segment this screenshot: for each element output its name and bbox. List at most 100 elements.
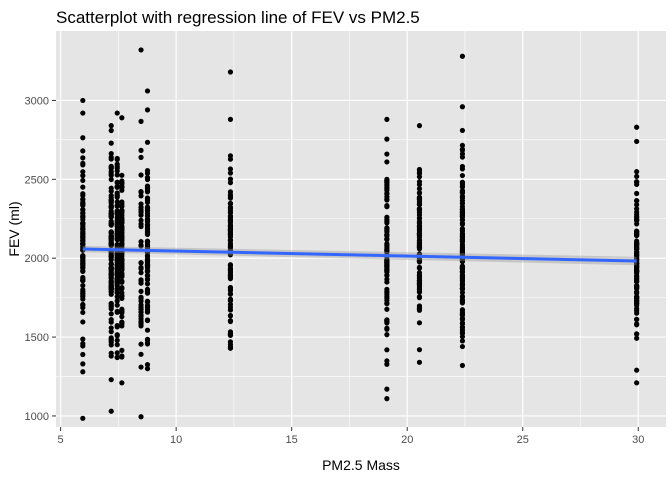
data-point (108, 266, 114, 272)
data-point (384, 258, 390, 264)
data-point (114, 172, 120, 178)
data-point (459, 297, 466, 303)
data-point (384, 202, 390, 209)
data-point (634, 367, 640, 373)
data-point (144, 289, 151, 296)
data-point (227, 266, 234, 272)
data-point (384, 332, 390, 338)
data-point (634, 335, 640, 341)
data-point (114, 179, 120, 185)
data-point (634, 179, 640, 185)
data-point (459, 329, 466, 336)
data-point (138, 243, 144, 249)
data-point (80, 160, 86, 166)
data-point (114, 302, 120, 308)
data-point (384, 197, 390, 203)
data-point (119, 319, 125, 326)
data-point (416, 196, 423, 203)
data-point (144, 281, 151, 287)
data-point (80, 290, 86, 296)
data-point (138, 302, 144, 308)
data-point (108, 311, 114, 317)
data-point (144, 263, 151, 270)
data-point (227, 291, 234, 297)
data-point (80, 148, 86, 154)
data-point (227, 332, 234, 338)
data-point (80, 305, 86, 311)
data-point (227, 217, 234, 223)
data-point (227, 222, 234, 228)
data-point (138, 207, 144, 213)
data-point (138, 193, 144, 199)
data-point (80, 351, 86, 358)
data-point (108, 306, 114, 312)
data-point (384, 326, 390, 332)
data-point (384, 386, 390, 392)
x-tick-label: 15 (286, 434, 298, 446)
data-point (114, 270, 120, 276)
data-point (119, 347, 125, 353)
data-point (634, 138, 640, 145)
chart-title: Scatterplot with regression line of FEV … (56, 8, 420, 27)
data-point (144, 272, 151, 278)
data-point (459, 147, 466, 153)
data-point (634, 316, 640, 323)
data-point (108, 408, 114, 414)
data-point (384, 300, 390, 306)
x-tick-label: 25 (517, 434, 529, 446)
data-point (416, 215, 423, 221)
data-point (138, 351, 144, 357)
data-point (144, 299, 151, 305)
x-axis-ticks: 5 10 15 20 25 30 (58, 427, 644, 446)
data-point (459, 184, 466, 190)
data-point (138, 277, 144, 283)
data-point (634, 322, 640, 328)
data-point (384, 267, 390, 273)
data-point (114, 110, 120, 116)
data-point (108, 337, 114, 344)
data-point (80, 242, 86, 248)
data-point (144, 167, 151, 174)
data-point (416, 244, 423, 250)
data-point (144, 239, 151, 246)
data-point (227, 176, 234, 182)
data-point (144, 139, 151, 145)
data-point (119, 380, 125, 386)
data-point (108, 377, 114, 383)
data-point (114, 290, 120, 296)
data-point (114, 257, 120, 263)
data-point (144, 185, 151, 192)
data-point (108, 329, 114, 335)
data-point (80, 97, 86, 104)
data-point (80, 336, 86, 342)
data-point (384, 136, 390, 142)
major-gridlines (56, 31, 666, 427)
data-point (459, 104, 466, 110)
data-point (108, 286, 114, 292)
data-point (634, 190, 640, 197)
data-point (227, 237, 234, 244)
data-point (416, 320, 423, 326)
data-point (416, 282, 423, 288)
data-point (119, 217, 125, 223)
data-point (108, 250, 114, 256)
data-point (384, 361, 390, 367)
y-axis-title: FEV (ml) (6, 201, 22, 256)
data-point (119, 279, 125, 285)
data-point (80, 213, 86, 219)
data-point (634, 279, 640, 285)
data-point (108, 275, 114, 281)
data-point (138, 323, 144, 329)
data-point (459, 189, 466, 196)
data-point (108, 200, 114, 206)
data-point (227, 166, 234, 172)
data-point (227, 341, 234, 348)
data-point (138, 212, 144, 218)
data-point (144, 256, 151, 262)
data-point (459, 197, 466, 204)
data-point (138, 154, 144, 160)
x-tick-label: 30 (632, 434, 644, 446)
data-point (634, 124, 640, 130)
data-point (119, 208, 125, 215)
